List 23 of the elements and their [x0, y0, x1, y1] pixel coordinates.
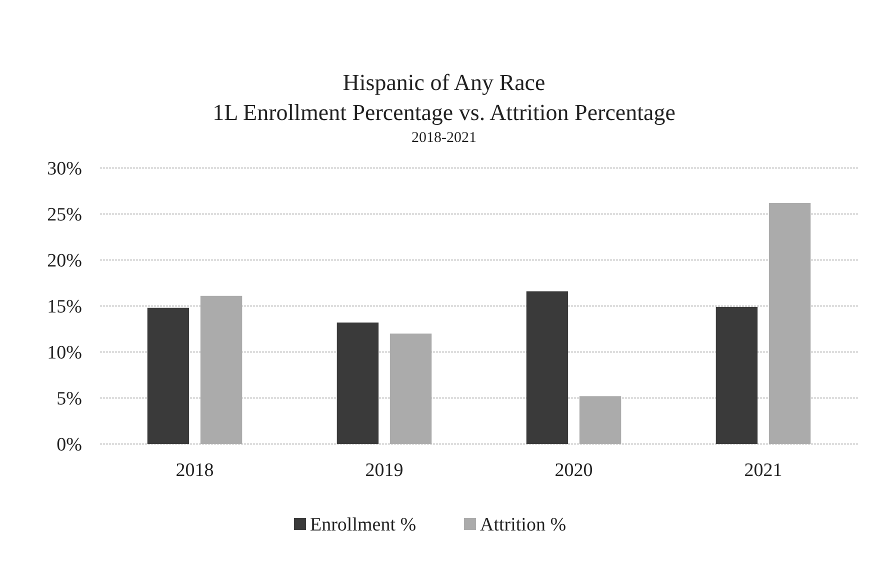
chart-title: Hispanic of Any Race 1L Enrollment Percentage vs. Attrition Percentage: [212, 70, 676, 125]
y-tick-label: 25%: [47, 204, 82, 226]
x-tick-label: 2018: [176, 460, 214, 481]
bar: [579, 396, 622, 444]
bar: [768, 202, 811, 444]
y-tick-label: 20%: [47, 250, 82, 272]
x-tick-label: 2019: [365, 460, 404, 481]
bar: [336, 322, 379, 444]
legend-label: Attrition %: [480, 514, 566, 536]
bar: [526, 291, 568, 444]
x-tick-label: 2021: [744, 460, 782, 481]
y-tick-label: 30%: [47, 158, 82, 180]
y-tick-label: 15%: [47, 296, 82, 318]
y-tick-label: 0%: [56, 434, 82, 456]
y-tick-label: 5%: [56, 388, 82, 410]
bar: [200, 296, 242, 444]
bar: [390, 334, 432, 444]
chart-subtitle: 2018-2021: [412, 130, 476, 146]
x-tick-label: 2020: [554, 460, 593, 481]
bar: [716, 306, 758, 444]
bar: [147, 308, 190, 444]
legend-label: Enrollment %: [310, 514, 416, 536]
y-tick-label: 10%: [47, 342, 82, 364]
